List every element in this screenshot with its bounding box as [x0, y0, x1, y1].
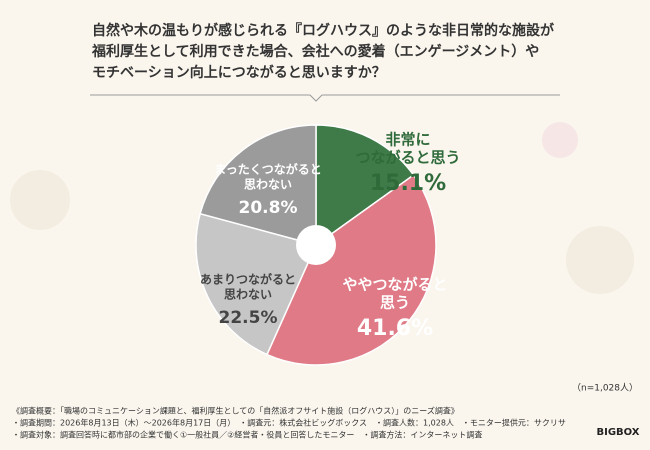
decoration [542, 122, 578, 158]
slice-label: 非常に [385, 131, 430, 149]
title-line: 福利厚生として利用できた場合、会社への愛着（エンゲージメント）や [91, 43, 539, 60]
value-label: 22.5% [219, 308, 278, 328]
slice-label: 思わない [224, 288, 272, 302]
pie-slice [199, 124, 317, 246]
value-label: 41.6% [357, 316, 433, 341]
footnote: ・調査期間：2026年8月13日（木）〜2026年8月17日（月） ・調査元：株… [12, 418, 566, 428]
slice-label: つながると思う [355, 149, 460, 167]
value-label: 15.1% [370, 171, 446, 196]
decoration [566, 226, 634, 294]
pie-slice [195, 212, 318, 356]
logo: BIGBOX [596, 427, 639, 438]
donut-hole [296, 225, 336, 265]
title-line: 自然や木の温もりが感じられる『ログハウス』のような非日常的な施設が [92, 22, 555, 39]
pie-slice [265, 174, 437, 366]
slice-label: 思わない [244, 178, 292, 192]
decoration [10, 170, 70, 230]
divider-chevron [309, 94, 323, 102]
sample-note: （n=1,028人） [572, 383, 638, 394]
footnote: 《調査概要：「職場のコミュニケーション課題と、福利厚生としての「自然派オフサイト… [12, 406, 459, 416]
value-label: 20.8% [239, 198, 298, 218]
title-line: モチベーション向上につながると思いますか？ [92, 64, 386, 81]
footnote: ・調査対象：調査回答時に都市部の企業で働く①一般社員／②経営者・役員と回答したモ… [12, 430, 482, 440]
slice-label: まったくつながると [214, 162, 322, 177]
slice-label: ややつながると [342, 276, 447, 294]
pie-slice [315, 124, 415, 247]
slice-label: 思う [380, 294, 410, 312]
slice-label: あまりつながると [200, 272, 296, 287]
